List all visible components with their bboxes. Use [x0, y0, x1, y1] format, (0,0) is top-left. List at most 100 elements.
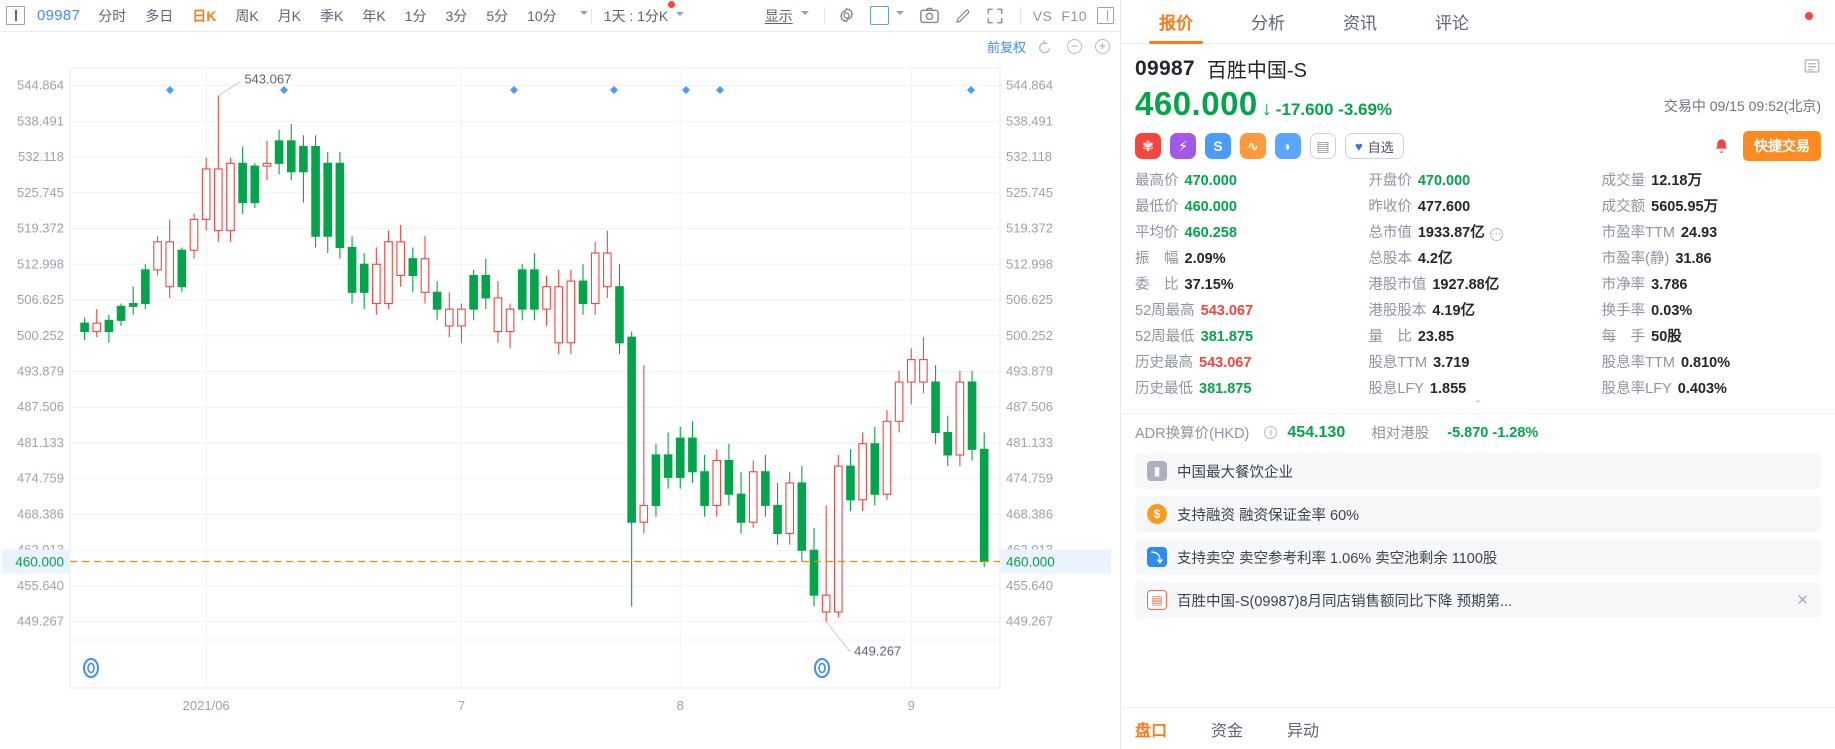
quick-trade-button[interactable]: 快捷交易 [1743, 131, 1821, 161]
layout-chevron-down-icon[interactable] [895, 11, 905, 20]
quote-field-label: 市盈率TTM [1601, 225, 1675, 241]
period-duori[interactable]: 多日 [145, 7, 174, 24]
event-marker[interactable] [682, 86, 690, 94]
tab-news[interactable]: 资讯 [1343, 14, 1377, 33]
candlestick [396, 225, 405, 287]
period-fenshi[interactable]: 分时 [98, 7, 127, 24]
y-axis-tick: 468.386 [1006, 506, 1053, 521]
f10-button[interactable]: F10 [1061, 7, 1087, 24]
label-tag-icon[interactable]: ◗ [1275, 133, 1301, 159]
event-marker[interactable] [716, 86, 724, 94]
period-yeark[interactable]: 年K [362, 7, 386, 24]
annotation-leader [218, 81, 241, 97]
period-dayk[interactable]: 日K [192, 7, 217, 24]
card-margin[interactable]: $ 支持融资 融资保证金率 60% [1135, 496, 1821, 532]
hk-flag-tag-icon[interactable]: ✾ [1135, 133, 1161, 159]
y-axis-tick: 525.745 [17, 185, 64, 200]
event-marker[interactable] [166, 86, 174, 94]
vs-button[interactable]: VS [1032, 7, 1053, 24]
bottom-tab-capital[interactable]: 资金 [1211, 722, 1244, 740]
zoom-out-button[interactable]: − [1067, 38, 1082, 54]
card-short[interactable]: ⤵ 支持卖空 卖空参考利率 1.06% 卖空池剩余 1100股 [1135, 539, 1821, 575]
period-5min[interactable]: 5分 [486, 7, 509, 24]
camera-icon[interactable] [919, 6, 940, 25]
event-marker[interactable] [610, 86, 618, 94]
candlestick [505, 303, 515, 349]
dollar-tag-icon[interactable]: S [1205, 133, 1231, 159]
quote-field-value: 1933.87亿 [1417, 225, 1485, 241]
y-axis-tick: 487.506 [17, 399, 64, 414]
quote-field-label: 开盘价 [1368, 173, 1412, 189]
toolbar-stock-code[interactable]: 09987 [37, 7, 81, 24]
bottom-tab-orderbook[interactable]: 盘口 [1135, 722, 1168, 740]
quote-field: 市盈率TTM 24.93 [1602, 221, 1821, 242]
x-axis-tick: 2021/06 [183, 698, 230, 713]
notes-tag-icon[interactable]: ▤ [1310, 133, 1336, 159]
period-weekk[interactable]: 周K [235, 7, 259, 24]
zoom-in-button[interactable]: + [1095, 38, 1110, 54]
tab-analysis[interactable]: 分析 [1251, 14, 1285, 33]
card-news[interactable]: ▤ 百胜中国-S(09987)8月同店销售额同比下降 预期第... ✕ [1135, 582, 1821, 618]
quote-field-label: 股息率TTM [1601, 355, 1675, 371]
chart-svg[interactable]: 544.864 544.864 538.491 538.491 532.118 532.1… [0, 60, 1120, 749]
watchlist-button[interactable]: ♥ 自选 [1345, 133, 1404, 159]
event-marker[interactable] [280, 86, 288, 94]
candlestick [530, 253, 539, 321]
tab-comments[interactable]: 评论 [1435, 14, 1469, 33]
sidebar-toggle-icon[interactable] [6, 6, 25, 25]
quote-marker-icon[interactable] [83, 658, 99, 678]
adr-value: 454.130 [1287, 423, 1346, 441]
period-select[interactable]: 1天 : 1分K [604, 0, 685, 26]
collapse-chevron-up-icon[interactable]: ⌃ [1473, 399, 1483, 411]
quote-marker-icon[interactable] [814, 658, 830, 678]
candlestick-chart[interactable]: 544.864 544.864 538.491 538.491 532.118 532.1… [0, 60, 1120, 749]
info-icon[interactable]: i [1264, 426, 1278, 439]
period-3min[interactable]: 3分 [445, 7, 468, 24]
quote-field-value: 2.09% [1184, 251, 1226, 267]
quote-field-label: 每 手 [1601, 329, 1646, 345]
candlestick [870, 426, 880, 506]
list-menu-icon[interactable] [1803, 57, 1821, 80]
quote-field: 港股市值 1927.88亿 [1368, 273, 1587, 294]
period-monthk[interactable]: 月K [277, 7, 302, 24]
quote-fields-grid: 最高价 470.000 开盘价 470.000 成交量 12.18万 最低价 460.000 昨… [1135, 169, 1821, 398]
adjust-type-button[interactable]: 前复权 [986, 39, 1026, 55]
quote-field-label: 总市值 [1368, 225, 1412, 241]
period-1min[interactable]: 1分 [404, 7, 427, 24]
period-select-chevron-down-icon[interactable] [676, 12, 685, 21]
y-axis-tick: 519.372 [17, 221, 64, 236]
y-axis-tick: 532.118 [18, 149, 64, 164]
candlestick [712, 449, 722, 517]
display-menu[interactable]: 显示 [764, 7, 793, 24]
toolbar-divider-3 [1019, 7, 1021, 24]
y-axis-tick: 481.133 [1006, 435, 1053, 450]
y-axis-tick: 449.267 [17, 614, 64, 629]
undo-icon[interactable] [1039, 39, 1054, 54]
gear-icon[interactable] [837, 6, 856, 25]
quote-field-label: 市净率 [1601, 277, 1646, 293]
bell-icon[interactable] [1708, 133, 1734, 159]
layout-icon[interactable] [869, 6, 889, 25]
chart-subbar: 前复权 − + [0, 32, 1120, 60]
quote-field-label: 最高价 [1135, 173, 1179, 189]
fullscreen-icon[interactable] [986, 7, 1004, 25]
period-quarterk[interactable]: 季K [320, 7, 344, 24]
adr-relative-label: 相对港股 [1371, 426, 1430, 442]
period-10min[interactable]: 10分 [527, 7, 557, 24]
leverage-tag-icon[interactable]: ⚡ [1170, 133, 1196, 159]
quote-field: 委 比 37.15% [1135, 273, 1354, 294]
event-marker[interactable] [967, 86, 975, 94]
bottom-tab-anomaly[interactable]: 异动 [1287, 722, 1320, 740]
info-icon[interactable]: ⋯ [1489, 228, 1503, 241]
split-view-icon[interactable] [1097, 7, 1114, 24]
display-chevron-down-icon[interactable] [800, 11, 810, 20]
tab-quote[interactable]: 报价 [1149, 0, 1203, 44]
card-industry[interactable]: ▮ 中国最大餐饮企业 [1135, 453, 1821, 489]
period-more-chevron-down-icon[interactable] [579, 11, 589, 20]
quote-field: 总股本 4.2亿 [1368, 247, 1587, 268]
volatility-tag-icon[interactable]: ∿ [1240, 133, 1266, 159]
event-marker[interactable] [510, 86, 518, 94]
pen-icon[interactable] [954, 7, 972, 25]
watchlist-label: 自选 [1367, 139, 1394, 155]
close-icon[interactable]: ✕ [1796, 592, 1809, 609]
